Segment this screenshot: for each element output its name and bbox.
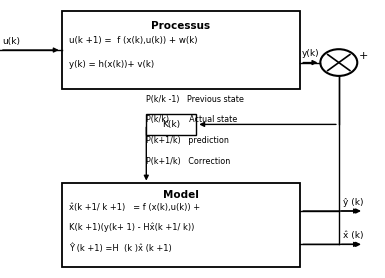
Text: P(k+1/k)   Correction: P(k+1/k) Correction	[146, 157, 231, 166]
Text: x̂(k +1/ k +1)   = f (x(k),u(k)) +: x̂(k +1/ k +1) = f (x(k),u(k)) +	[69, 203, 201, 212]
Text: y(k): y(k)	[302, 49, 320, 58]
Text: P(k/k -1)   Previous state: P(k/k -1) Previous state	[146, 95, 244, 103]
Text: u(k +1) =  f (x(k),u(k)) + w(k): u(k +1) = f (x(k),u(k)) + w(k)	[69, 36, 198, 45]
Bar	[62, 183, 300, 267]
Text: Processus: Processus	[151, 21, 211, 31]
Text: Ŷ (k +1) =H  (k )x̂ (k +1): Ŷ (k +1) =H (k )x̂ (k +1)	[69, 243, 172, 253]
Bar	[146, 114, 196, 135]
Text: K(k +1)(y(k+ 1) - Hx̂(k +1/ k)): K(k +1)(y(k+ 1) - Hx̂(k +1/ k))	[69, 222, 195, 232]
Text: x̂ (k): x̂ (k)	[343, 231, 363, 240]
Text: u(k): u(k)	[2, 37, 20, 46]
Text: y(k) = h(x(k))+ v(k): y(k) = h(x(k))+ v(k)	[69, 60, 154, 69]
Text: +: +	[359, 51, 368, 61]
Text: Model: Model	[163, 190, 199, 200]
Text: K(k): K(k)	[162, 120, 181, 129]
Bar	[62, 11, 300, 89]
Text: P(k+1/k)   prediction: P(k+1/k) prediction	[146, 136, 229, 145]
Text: ŷ (k): ŷ (k)	[343, 198, 363, 207]
Text: P(k/k)        Actual state: P(k/k) Actual state	[146, 115, 238, 124]
